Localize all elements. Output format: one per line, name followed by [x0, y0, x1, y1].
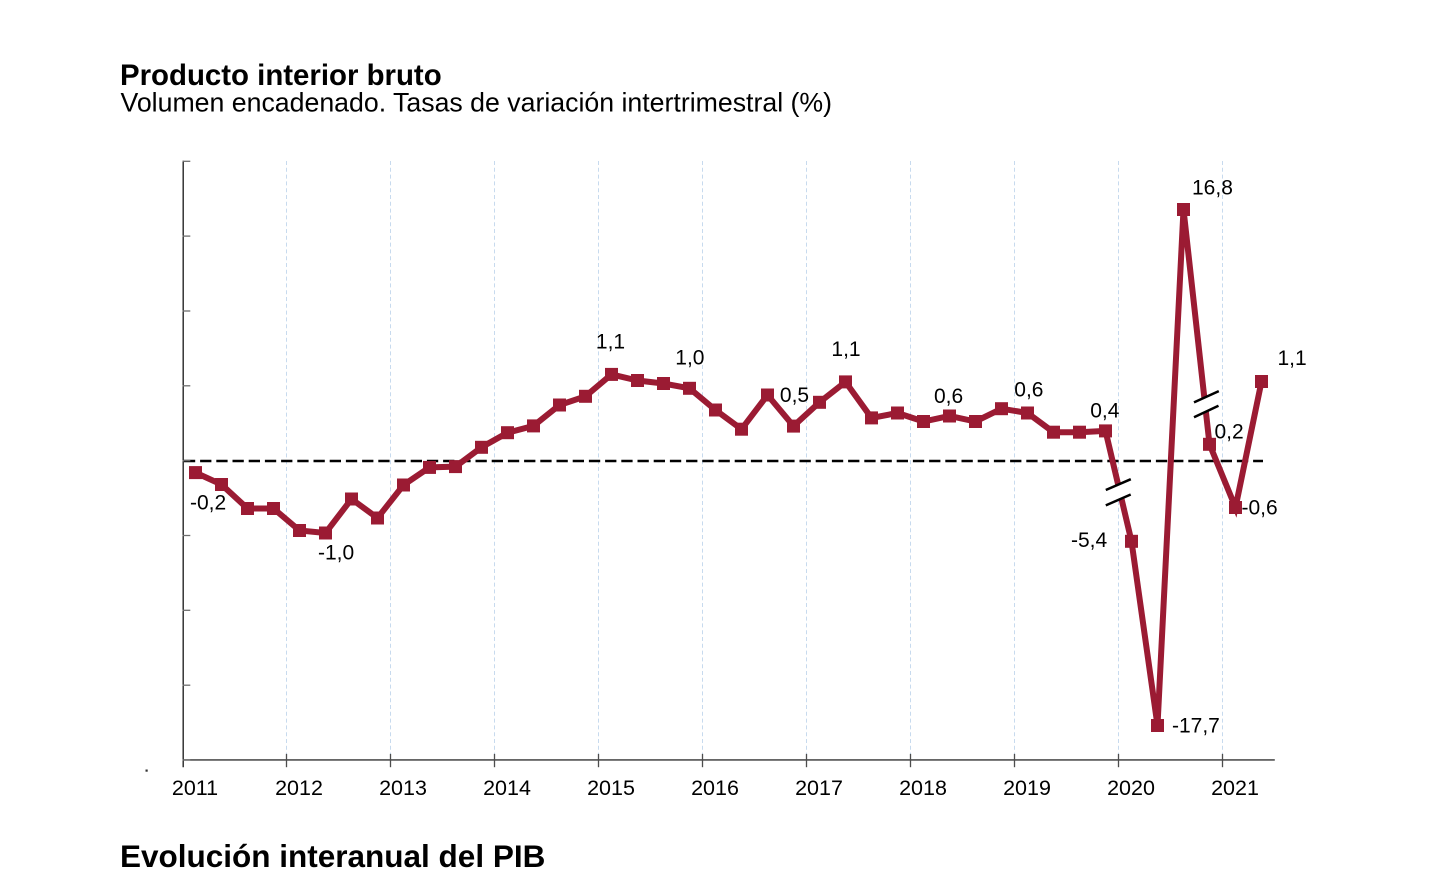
- svg-text:-1,0: -1,0: [318, 541, 354, 564]
- svg-text:2018: 2018: [899, 776, 947, 800]
- svg-text:2019: 2019: [1003, 776, 1051, 800]
- svg-text:2013: 2013: [379, 776, 427, 800]
- svg-text:-0,6: -0,6: [1242, 497, 1278, 520]
- svg-text:0,4: 0,4: [1090, 400, 1120, 423]
- svg-text:0,6: 0,6: [934, 385, 963, 408]
- svg-text:-0,2: -0,2: [190, 492, 226, 515]
- svg-text:2020: 2020: [1107, 776, 1155, 800]
- svg-text:Evolución interanual del PIB: Evolución interanual del PIB: [120, 838, 545, 872]
- svg-text:2015: 2015: [587, 776, 635, 800]
- svg-text:2021: 2021: [1211, 776, 1259, 800]
- svg-text:1,0: 1,0: [675, 347, 704, 370]
- svg-text:0,5: 0,5: [780, 384, 809, 407]
- svg-text:0,6: 0,6: [1014, 379, 1043, 402]
- svg-text:2012: 2012: [275, 776, 323, 800]
- svg-text:1,1: 1,1: [596, 331, 625, 354]
- svg-text:-17,7: -17,7: [1172, 715, 1220, 738]
- svg-text:0,2: 0,2: [1215, 421, 1244, 444]
- svg-text:16,8: 16,8: [1192, 177, 1233, 200]
- svg-text:2016: 2016: [691, 776, 739, 800]
- svg-text:1,1: 1,1: [831, 338, 860, 361]
- svg-text:-5,4: -5,4: [1071, 529, 1108, 552]
- svg-text:2017: 2017: [795, 776, 843, 800]
- svg-text:2014: 2014: [483, 776, 531, 800]
- svg-text:1,1: 1,1: [1278, 347, 1307, 370]
- svg-text:Volumen encadenado. Tasas de v: Volumen encadenado. Tasas de variación i…: [121, 88, 833, 118]
- svg-text:2011: 2011: [172, 776, 218, 800]
- svg-text:Producto interior bruto: Producto interior bruto: [120, 59, 442, 92]
